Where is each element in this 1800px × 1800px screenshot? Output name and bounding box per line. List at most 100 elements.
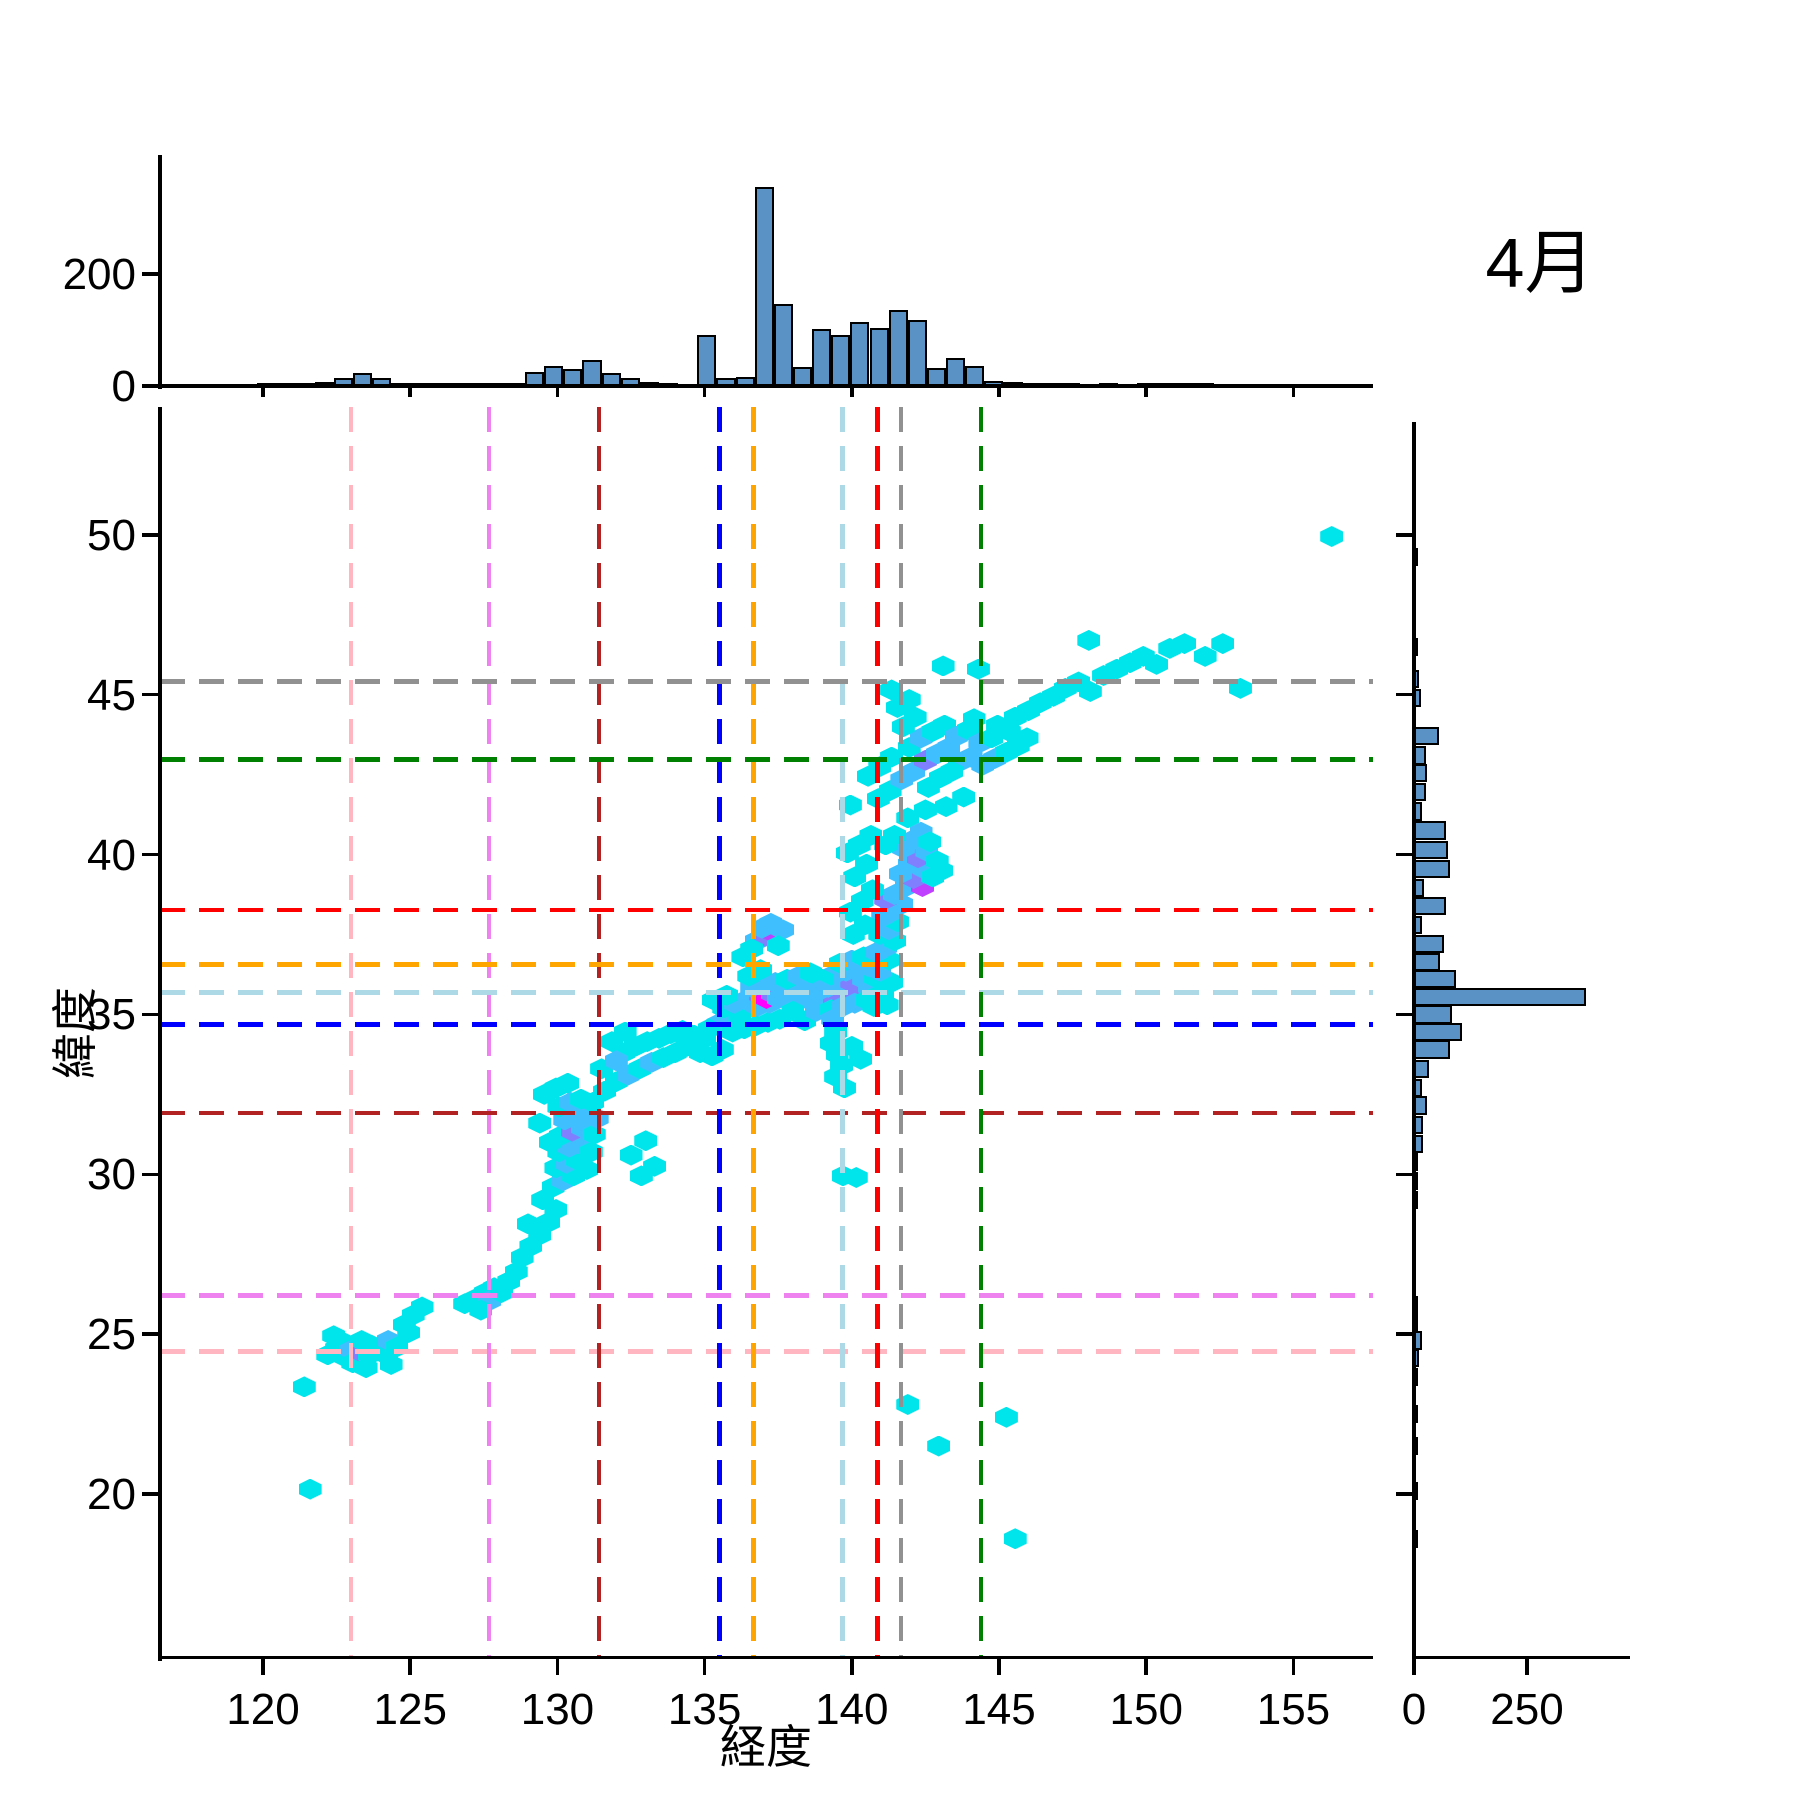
hexbin-point <box>927 1435 951 1457</box>
right-hist-left-spine <box>1412 422 1416 1661</box>
right-hist-y-tick <box>1396 1492 1412 1496</box>
right-hist-y-tick <box>1396 852 1412 857</box>
hexbin-point <box>844 1166 868 1188</box>
crosshair-vline-light-blue <box>840 407 845 1657</box>
top-hist-x-tick <box>702 387 707 397</box>
main-bottom-spine <box>158 1655 1373 1659</box>
x-tick <box>408 1659 412 1675</box>
hexbin-point <box>931 655 955 677</box>
hexbin-point <box>1320 525 1344 547</box>
y-tick <box>142 1492 158 1496</box>
x-tick-label: 125 <box>373 1685 447 1734</box>
crosshair-hline-blue <box>160 1022 1373 1027</box>
hexbin-point <box>1173 633 1196 655</box>
top-hist-x-tick <box>850 387 854 397</box>
top-hist-x-tick <box>408 387 412 397</box>
hexbin-point <box>469 1299 493 1321</box>
plot-title: 4月 <box>1485 224 1595 302</box>
y-tick <box>142 1172 158 1177</box>
crosshair-vline-orange <box>751 407 756 1657</box>
hexbin-point <box>354 1357 378 1379</box>
y-tick <box>142 692 158 697</box>
x-axis-label: 経度 <box>720 1721 812 1773</box>
top-hist-y-tick-label: 0 <box>111 362 136 411</box>
x-tick-label: 150 <box>1109 1685 1183 1734</box>
right-hist-y-tick <box>1396 533 1412 537</box>
hexbin-point <box>298 1478 322 1500</box>
hexbin-point <box>966 658 990 680</box>
x-tick <box>702 1659 707 1675</box>
y-tick-label: 35 <box>87 990 136 1040</box>
crosshair-vline-green <box>978 407 984 1657</box>
y-tick-label: 45 <box>87 670 136 720</box>
right-hist-bottom-spine <box>1412 1655 1630 1659</box>
right-hist-x-tick-label: 0 <box>1401 1685 1427 1734</box>
hexbin-point <box>856 765 880 787</box>
hexbin-point <box>710 1039 734 1061</box>
x-tick <box>1291 1659 1296 1675</box>
top-hist-y-tick <box>142 384 158 388</box>
hexbin-point <box>322 1325 346 1347</box>
top-hist-x-tick <box>1144 387 1148 397</box>
hexbin-point <box>613 1021 637 1043</box>
hexbin-point <box>643 1155 667 1177</box>
right-hist-x-tick <box>1525 1659 1529 1675</box>
crosshair-hline-light-blue <box>160 990 1373 995</box>
crosshair-hline-red <box>160 907 1373 913</box>
crosshair-vline-gray <box>898 407 904 1657</box>
y-tick <box>142 1012 158 1017</box>
hexbin-point <box>575 1158 599 1180</box>
x-tick-label: 140 <box>815 1685 889 1734</box>
hexbin-point <box>1145 653 1169 675</box>
hexbin-point <box>880 679 904 701</box>
crosshair-vline-dark-red <box>596 407 602 1657</box>
hexbin-point <box>516 1213 540 1235</box>
hexbin-point <box>619 1144 643 1166</box>
y-tick-label: 25 <box>87 1310 136 1360</box>
hexbin-point <box>556 1072 580 1094</box>
hexbin-point <box>1015 727 1039 749</box>
hexbin-point <box>604 1050 628 1072</box>
x-tick <box>997 1659 1001 1675</box>
hexbin-point <box>379 1354 403 1375</box>
x-tick-label: 130 <box>520 1685 595 1734</box>
hexbin-point <box>918 831 942 853</box>
x-tick-label: 145 <box>962 1685 1036 1734</box>
crosshair-hline-gray <box>160 679 1373 684</box>
x-tick <box>261 1659 265 1675</box>
hexbin-point <box>903 706 927 728</box>
top-hist-left-spine <box>158 155 162 389</box>
right-hist-y-tick <box>1396 692 1412 697</box>
hexbin-point <box>934 796 958 818</box>
hexbin-point <box>952 786 976 808</box>
right-hist-x-tick-label: 250 <box>1490 1685 1564 1734</box>
hexbin-point <box>940 760 964 782</box>
x-tick <box>850 1659 854 1675</box>
y-tick-label: 30 <box>87 1150 136 1200</box>
hexbin-point <box>766 935 790 957</box>
crosshair-vline-blue <box>717 407 722 1657</box>
hexbin-point <box>397 1322 421 1344</box>
main-left-spine <box>158 407 162 1661</box>
hexbin-point <box>855 853 879 875</box>
x-tick <box>555 1659 560 1675</box>
top-hist-x-tick <box>1291 387 1296 397</box>
hexbin-point <box>528 1112 552 1134</box>
y-tick <box>142 852 158 857</box>
hexbin-point <box>1078 681 1102 703</box>
x-tick-label: 135 <box>667 1685 742 1734</box>
hexbin-point <box>913 799 937 821</box>
hexbin-point <box>897 689 921 711</box>
crosshair-hline-green <box>160 757 1373 762</box>
x-tick-label: 120 <box>226 1685 300 1734</box>
hexbin-point <box>634 1130 658 1152</box>
hexbin-point <box>994 1406 1018 1428</box>
top-hist-x-tick <box>555 387 560 397</box>
crosshair-vline-pink <box>348 407 354 1657</box>
hexbin-point <box>843 866 867 888</box>
crosshair-hline-violet <box>160 1293 1373 1298</box>
right-hist-y-tick <box>1396 1012 1412 1017</box>
hexbin-point <box>1077 629 1101 651</box>
